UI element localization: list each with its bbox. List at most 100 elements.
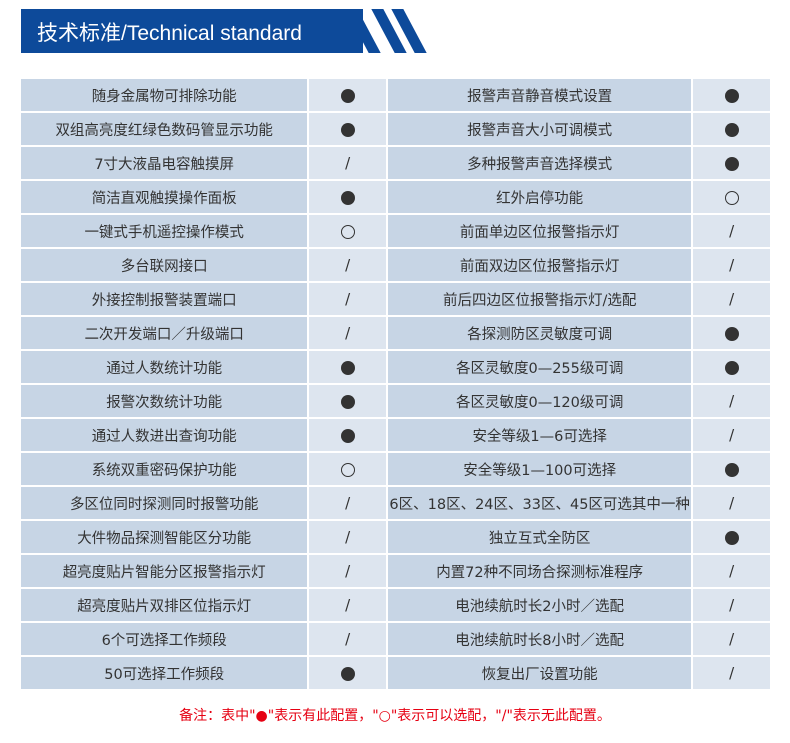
spec-table: 随身金属物可排除功能 报警声音静音模式设置双组高亮度红绿色数码管显示功能 报警声音大…	[18, 77, 772, 691]
feature-value: /	[691, 485, 772, 521]
feature-value: /	[691, 213, 772, 249]
feature-label: 前后四边区位报警指示灯/选配	[385, 281, 694, 317]
filled-dot-icon	[724, 462, 739, 477]
table-row: 通过人数统计功能 各区灵敏度0—255级可调	[18, 349, 772, 385]
feature-value	[307, 655, 388, 691]
filled-dot-icon	[340, 428, 355, 443]
feature-label: 报警声音大小可调模式	[385, 111, 694, 147]
feature-label: 超亮度贴片智能分区报警指示灯	[18, 553, 310, 589]
feature-label: 报警次数统计功能	[18, 383, 310, 419]
table-row: 外接控制报警装置端口 / 前后四边区位报警指示灯/选配 /	[18, 281, 772, 317]
table-row: 通过人数进出查询功能 安全等级1—6可选择 /	[18, 417, 772, 453]
table-row: 一键式手机遥控操作模式 前面单边区位报警指示灯 /	[18, 213, 772, 249]
page-title: 技术标准/Technical standard	[37, 22, 302, 45]
feature-label: 前面单边区位报警指示灯	[385, 213, 694, 249]
feature-label: 安全等级1—6可选择	[385, 417, 694, 453]
feature-label: 电池续航时长2小时／选配	[385, 587, 694, 623]
table-row: 双组高亮度红绿色数码管显示功能 报警声音大小可调模式	[18, 111, 772, 147]
feature-value: /	[307, 247, 388, 283]
feature-label: 多种报警声音选择模式	[385, 145, 694, 181]
feature-value	[691, 451, 772, 487]
filled-dot-icon	[724, 122, 739, 137]
feature-label: 前面双边区位报警指示灯	[385, 247, 694, 283]
feature-value	[307, 111, 388, 147]
feature-label: 报警声音静音模式设置	[385, 77, 694, 113]
feature-value: /	[691, 247, 772, 283]
table-row: 大件物品探测智能区分功能 / 独立互式全防区	[18, 519, 772, 555]
table-row: 多区位同时探测同时报警功能/6区、18区、24区、33区、45区可选其中一种 /	[18, 485, 772, 521]
feature-value: /	[691, 553, 772, 589]
feature-label: 系统双重密码保护功能	[18, 451, 310, 487]
table-row: 报警次数统计功能 各区灵敏度0—120级可调 /	[18, 383, 772, 419]
hollow-circle-icon	[340, 462, 355, 477]
filled-dot-icon	[724, 88, 739, 103]
feature-label: 恢复出厂设置功能	[385, 655, 694, 691]
feature-value	[307, 451, 388, 487]
feature-label: 通过人数统计功能	[18, 349, 310, 385]
feature-value: /	[307, 519, 388, 555]
table-row: 随身金属物可排除功能 报警声音静音模式设置	[18, 77, 772, 113]
feature-value: /	[307, 621, 388, 657]
table-row: 多台联网接口 / 前面双边区位报警指示灯 /	[18, 247, 772, 283]
feature-label: 简洁直观触摸操作面板	[18, 179, 310, 215]
feature-value: /	[307, 587, 388, 623]
filled-dot-icon	[340, 122, 355, 137]
feature-label: 7寸大液晶电容触摸屏	[18, 145, 310, 181]
feature-value	[691, 179, 772, 215]
feature-value	[691, 519, 772, 555]
feature-label: 大件物品探测智能区分功能	[18, 519, 310, 555]
feature-label: 红外启停功能	[385, 179, 694, 215]
legend-note: 备注：表中"●"表示有此配置，"○"表示可以选配，"/"表示无此配置。	[179, 708, 611, 724]
table-row: 50可选择工作频段 恢复出厂设置功能 /	[18, 655, 772, 691]
feature-label: 50可选择工作频段	[18, 655, 310, 691]
table-row: 二次开发端口／升级端口 / 各探测防区灵敏度可调	[18, 315, 772, 351]
table-row: 简洁直观触摸操作面板 红外启停功能	[18, 179, 772, 215]
feature-label: 超亮度贴片双排区位指示灯	[18, 587, 310, 623]
feature-label: 通过人数进出查询功能	[18, 417, 310, 453]
feature-label: 安全等级1—100可选择	[385, 451, 694, 487]
feature-label: 内置72种不同场合探测标准程序	[385, 553, 694, 589]
feature-label: 多区位同时探测同时报警功能	[18, 485, 310, 521]
feature-label: 各区灵敏度0—120级可调	[385, 383, 694, 419]
feature-label: 6区、18区、24区、33区、45区可选其中一种	[385, 485, 694, 521]
feature-value: /	[691, 587, 772, 623]
feature-value: /	[691, 281, 772, 317]
feature-label: 二次开发端口／升级端口	[18, 315, 310, 351]
filled-dot-icon	[724, 360, 739, 375]
filled-dot-icon	[340, 88, 355, 103]
table-row: 6个可选择工作频段 / 电池续航时长8小时／选配 /	[18, 621, 772, 657]
hollow-circle-icon	[340, 224, 355, 239]
table-row: 7寸大液晶电容触摸屏 / 多种报警声音选择模式	[18, 145, 772, 181]
header-bar	[21, 9, 363, 53]
filled-dot-icon	[340, 394, 355, 409]
filled-dot-icon	[724, 530, 739, 545]
feature-label: 一键式手机遥控操作模式	[18, 213, 310, 249]
feature-value	[307, 213, 388, 249]
feature-label: 随身金属物可排除功能	[18, 77, 310, 113]
feature-value: /	[691, 383, 772, 419]
table-row: 超亮度贴片双排区位指示灯 / 电池续航时长2小时／选配 /	[18, 587, 772, 623]
feature-label: 电池续航时长8小时／选配	[385, 621, 694, 657]
filled-dot-icon	[724, 326, 739, 341]
feature-value: /	[691, 417, 772, 453]
feature-label: 外接控制报警装置端口	[18, 281, 310, 317]
feature-label: 6个可选择工作频段	[18, 621, 310, 657]
feature-value	[307, 349, 388, 385]
feature-label: 独立互式全防区	[385, 519, 694, 555]
filled-dot-icon	[340, 360, 355, 375]
feature-value	[691, 349, 772, 385]
filled-dot-icon	[340, 666, 355, 681]
feature-value	[691, 145, 772, 181]
feature-value: /	[307, 553, 388, 589]
feature-value	[307, 77, 388, 113]
feature-value	[691, 315, 772, 351]
feature-label: 各区灵敏度0—255级可调	[385, 349, 694, 385]
feature-value	[691, 77, 772, 113]
feature-value	[307, 417, 388, 453]
feature-value: /	[307, 485, 388, 521]
feature-label: 双组高亮度红绿色数码管显示功能	[18, 111, 310, 147]
feature-value: /	[307, 145, 388, 181]
feature-value: /	[691, 655, 772, 691]
feature-value	[307, 383, 388, 419]
section-header: 技术标准/Technical standard	[21, 9, 427, 53]
